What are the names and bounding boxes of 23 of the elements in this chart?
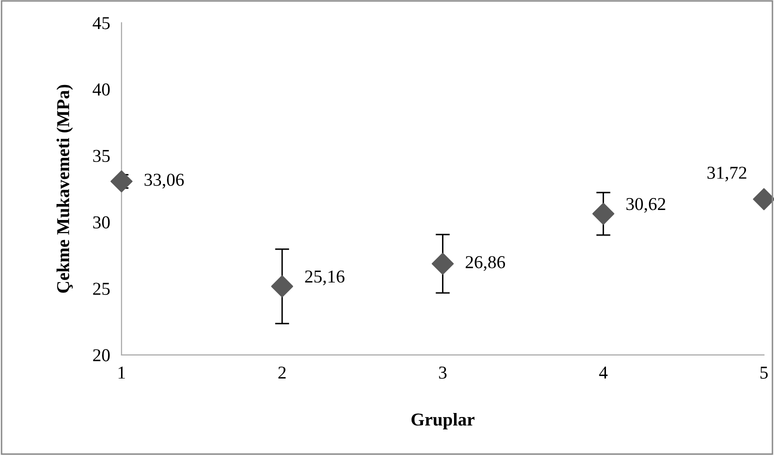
y-tick-label: 20 <box>93 349 110 362</box>
point <box>432 252 454 275</box>
x-tick-label: 2 <box>278 366 286 379</box>
y-tick-label: 30 <box>93 216 110 228</box>
data-label: 26,86 <box>466 256 506 271</box>
y-tick-label: 35 <box>93 150 110 162</box>
data-label: 31,72 <box>708 166 746 182</box>
data-label: 33,06 <box>144 174 184 189</box>
point <box>592 202 614 225</box>
y-tick-label: 45 <box>92 17 110 30</box>
data-label: 25,16 <box>305 270 344 286</box>
x-tick-label: 1 <box>118 366 125 379</box>
point <box>271 275 294 298</box>
data-label: 30,62 <box>626 198 666 213</box>
x-tick-label: 3 <box>439 366 447 379</box>
y-tick-label: 25 <box>93 282 110 295</box>
x-tick-label: 5 <box>760 366 768 379</box>
x-tick-label: 4 <box>599 366 608 379</box>
y-axis-title: Çekme Mukavemeti (MPa) <box>56 84 73 293</box>
point <box>110 170 133 192</box>
x-axis-title: Gruplar <box>412 412 474 430</box>
y-tick-label: 40 <box>92 83 110 96</box>
point <box>752 188 774 210</box>
